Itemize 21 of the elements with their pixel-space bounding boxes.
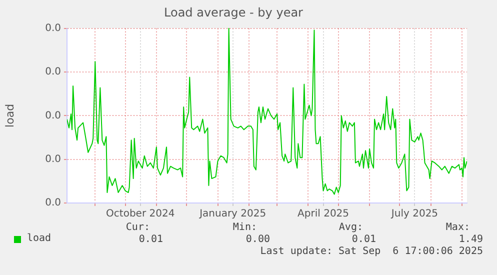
text: Max:	[446, 222, 470, 234]
text: 0.0	[45, 110, 61, 122]
text: 0.00	[246, 234, 270, 246]
text: Min:	[232, 222, 257, 234]
x-tick-label: April 2025	[298, 208, 350, 220]
text: 0.0	[45, 22, 61, 34]
text: Cur:	[126, 222, 150, 234]
x-tick-label: October 2024	[106, 208, 175, 220]
x-tick-label: July 2025	[390, 208, 438, 220]
text: 0.01	[138, 234, 163, 246]
x-tick-label: January 2025	[198, 208, 266, 220]
text: Avg:	[338, 222, 363, 234]
text: 0.01	[352, 234, 376, 246]
text: Last update: Sat Sep 6 17:00:06 2025	[260, 246, 483, 258]
text: 0.0	[45, 198, 61, 209]
y-axis-title: load	[3, 104, 16, 128]
legend-label: load	[27, 233, 52, 245]
text: 0.0	[45, 154, 61, 165]
chart-title: Load average - by year	[164, 5, 304, 20]
text: 1.49	[458, 234, 483, 246]
text: 0.0	[45, 66, 61, 78]
